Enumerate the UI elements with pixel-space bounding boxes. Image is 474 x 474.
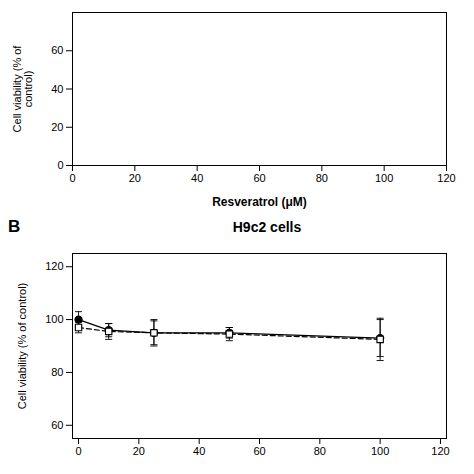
svg-text:Cell viability (% ofcontrol): Cell viability (% ofcontrol) bbox=[11, 45, 34, 133]
svg-text:80: 80 bbox=[316, 172, 328, 184]
svg-text:120: 120 bbox=[437, 172, 455, 184]
svg-text:0: 0 bbox=[69, 172, 75, 184]
svg-text:100: 100 bbox=[45, 313, 63, 325]
svg-text:40: 40 bbox=[191, 172, 203, 184]
svg-text:100: 100 bbox=[371, 445, 389, 457]
svg-text:100: 100 bbox=[375, 172, 393, 184]
svg-text:60: 60 bbox=[51, 419, 63, 431]
svg-text:Resveratrol (μM): Resveratrol (μM) bbox=[212, 195, 307, 209]
svg-text:60: 60 bbox=[253, 445, 265, 457]
svg-text:120: 120 bbox=[431, 445, 449, 457]
svg-text:Cell viability (% of control): Cell viability (% of control) bbox=[16, 283, 28, 410]
svg-text:20: 20 bbox=[129, 172, 141, 184]
svg-text:20: 20 bbox=[133, 445, 145, 457]
svg-text:80: 80 bbox=[51, 366, 63, 378]
svg-text:0: 0 bbox=[57, 159, 63, 171]
svg-text:120: 120 bbox=[45, 260, 63, 272]
html-text:H9c2 cells: H9c2 cells bbox=[232, 219, 302, 235]
svg-text:80: 80 bbox=[314, 445, 326, 457]
svg-text:40: 40 bbox=[193, 445, 205, 457]
svg-text:0: 0 bbox=[75, 445, 81, 457]
svg-text:40: 40 bbox=[51, 83, 63, 95]
svg-text:20: 20 bbox=[51, 121, 63, 133]
html-text:B: B bbox=[8, 217, 21, 236]
svg-text:60: 60 bbox=[51, 44, 63, 56]
svg-text:60: 60 bbox=[253, 172, 265, 184]
